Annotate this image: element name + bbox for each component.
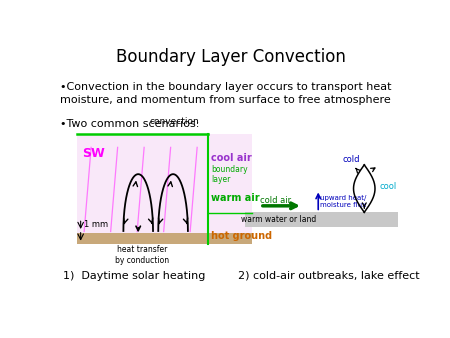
Text: •Two common scenarios:: •Two common scenarios: xyxy=(60,119,199,129)
Bar xyxy=(77,134,252,244)
Text: boundary
layer: boundary layer xyxy=(212,165,248,185)
Text: Boundary Layer Convection: Boundary Layer Convection xyxy=(116,48,346,66)
Text: cool: cool xyxy=(379,182,396,191)
Text: hot ground: hot ground xyxy=(212,232,273,241)
Text: 2) cold-air outbreaks, lake effect: 2) cold-air outbreaks, lake effect xyxy=(238,271,419,281)
Text: warm water or land: warm water or land xyxy=(241,215,316,224)
Bar xyxy=(77,233,252,244)
Text: cool air: cool air xyxy=(212,153,252,163)
Text: upward heat/
moisture flux: upward heat/ moisture flux xyxy=(320,195,366,208)
Bar xyxy=(245,212,398,227)
Text: 1)  Daytime solar heating: 1) Daytime solar heating xyxy=(63,271,206,281)
Text: •Convection in the boundary layer occurs to transport heat
moisture, and momentu: •Convection in the boundary layer occurs… xyxy=(60,82,391,104)
Text: cold air: cold air xyxy=(260,195,291,204)
Text: cold: cold xyxy=(342,154,360,164)
Text: 1 mm: 1 mm xyxy=(84,220,108,228)
Text: warm air: warm air xyxy=(212,193,260,203)
Text: heat transfer
by conduction: heat transfer by conduction xyxy=(115,245,169,265)
Text: SW: SW xyxy=(82,147,105,160)
Text: convection: convection xyxy=(150,117,200,126)
